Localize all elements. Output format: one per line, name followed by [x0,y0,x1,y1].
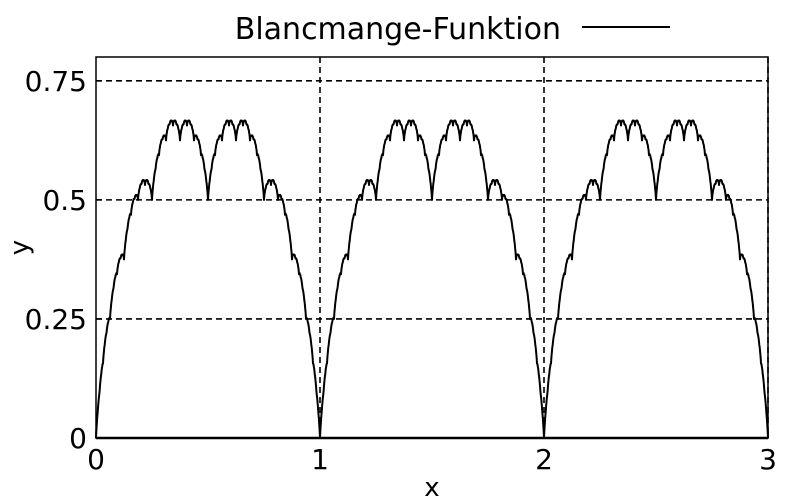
x-tick-label: 1 [311,443,329,476]
x-tick-label: 3 [759,443,777,476]
x-tick-label: 2 [535,443,553,476]
y-tick-label: 0.25 [25,303,87,336]
x-ticks: 0 1 2 3 [87,432,777,476]
y-tick-label: 0 [69,422,87,455]
x-tick-label: 0 [87,443,105,476]
y-tick-label: 0.5 [42,184,87,217]
y-ticks: 0 0.25 0.5 0.75 [25,65,102,455]
legend-label: Blancmange-Funktion [235,12,561,47]
x-axis-label: x [424,473,439,500]
grid-lines [96,57,769,438]
legend: Blancmange-Funktion [235,12,670,47]
series-line-blancmange [95,119,769,439]
plot-frame [95,56,769,439]
y-axis-label: y [5,240,35,255]
y-tick-label: 0.75 [25,65,87,98]
